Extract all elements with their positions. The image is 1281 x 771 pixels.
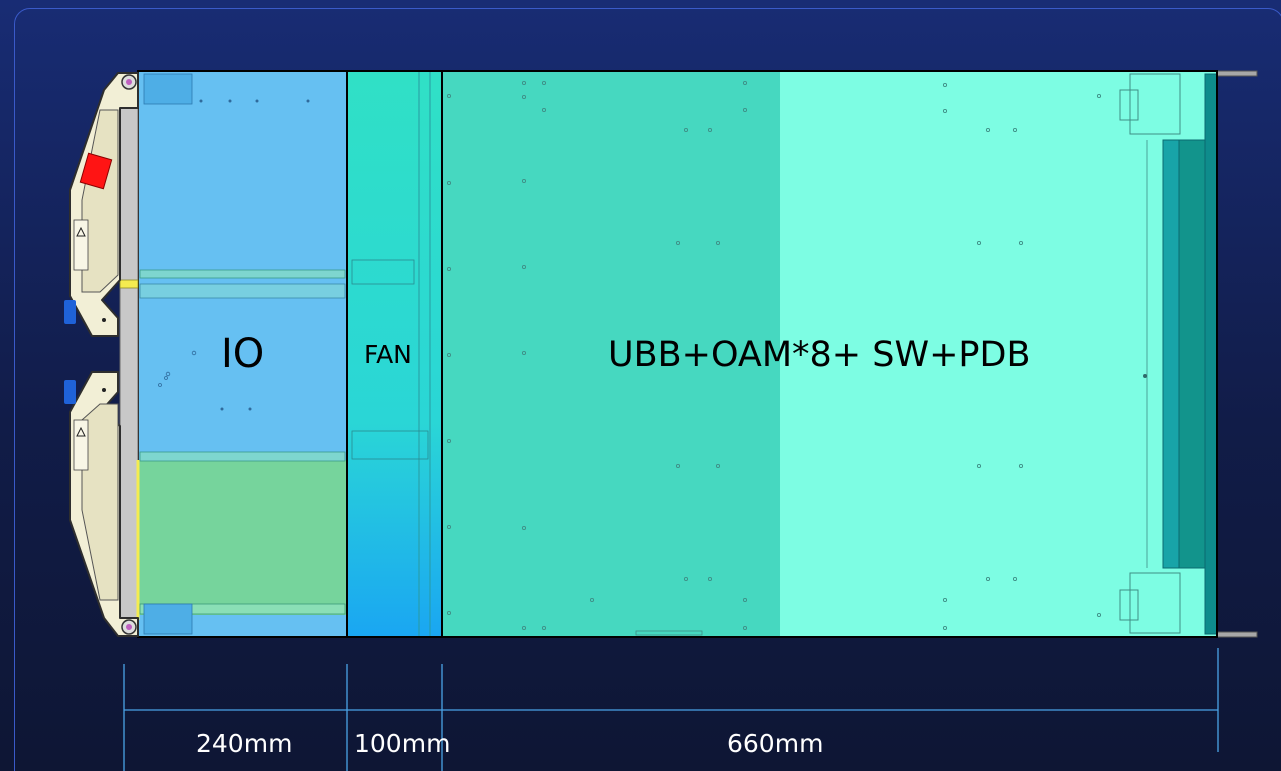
ubb-oam-zone <box>442 71 1218 637</box>
lower-ejector-handle <box>64 371 139 637</box>
main-dimension-label: 660mm <box>727 729 824 758</box>
io-zone <box>138 71 347 637</box>
front-panel <box>119 107 140 620</box>
fan-zone <box>347 71 442 637</box>
dimension-lines <box>123 648 1219 771</box>
ubb-oam-label: UBB+OAM*8+ SW+PDB <box>608 335 1031 375</box>
diagram-panel <box>14 8 1281 771</box>
io-dimension-label: 240mm <box>196 729 293 758</box>
fan-dimension-label: 100mm <box>354 729 451 758</box>
chassis-rail <box>1214 70 1258 638</box>
fan-label: FAN <box>364 340 412 369</box>
upper-ejector-handle <box>64 72 139 337</box>
io-label: IO <box>221 331 265 377</box>
